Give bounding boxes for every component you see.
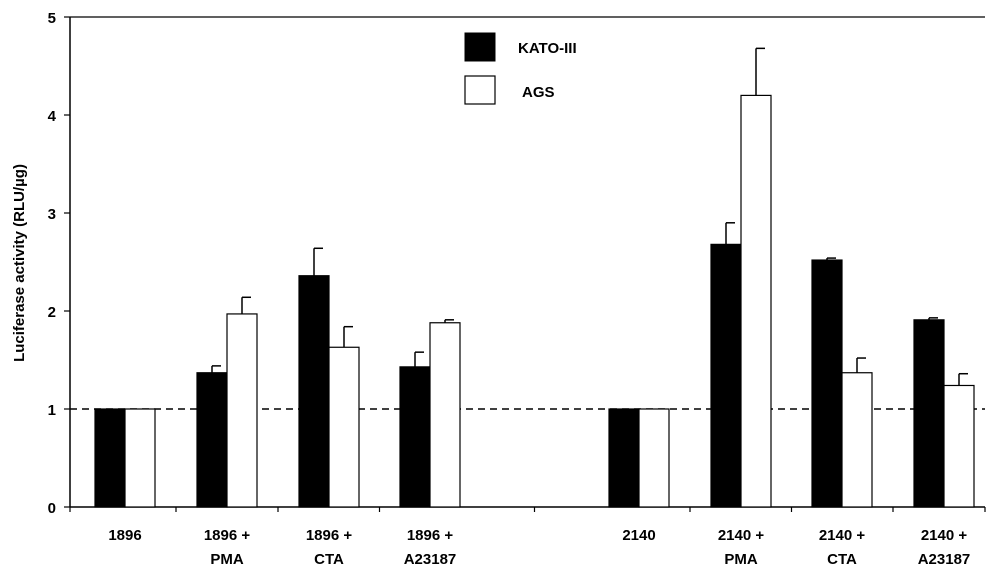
bar-kato-iii xyxy=(298,275,330,508)
y-tick-label: 0 xyxy=(48,500,56,517)
x-category-label: CTA xyxy=(314,551,344,568)
bar-kato-iii xyxy=(608,408,640,508)
bars xyxy=(94,47,975,508)
x-category-label: 2140 + xyxy=(921,527,968,544)
legend-label-kato-iii: KATO-III xyxy=(518,40,577,57)
y-tick-label: 3 xyxy=(48,206,56,223)
bar-ags xyxy=(124,408,156,508)
x-category-label: A23187 xyxy=(404,551,457,568)
x-category-label: 1896 + xyxy=(407,527,454,544)
bar-ags xyxy=(943,384,975,508)
y-tick-label: 2 xyxy=(48,304,56,321)
bar-ags xyxy=(328,346,360,508)
x-category-label: 2140 + xyxy=(718,527,765,544)
x-category-label: 2140 + xyxy=(819,527,866,544)
x-category-label: A23187 xyxy=(918,551,971,568)
legend-swatch-ags xyxy=(464,75,496,105)
bar-ags xyxy=(740,94,772,508)
y-tick-label: 1 xyxy=(48,402,56,419)
bar-ags xyxy=(638,408,670,508)
y-axis-title: Luciferase activity (RLU/µg) xyxy=(11,164,28,362)
legend-label-ags: AGS xyxy=(522,84,555,101)
legend-swatch-kato-iii xyxy=(464,32,496,62)
bar-kato-iii xyxy=(913,319,945,508)
bar-ags xyxy=(429,322,461,508)
y-tick-label: 5 xyxy=(48,10,56,27)
bar-kato-iii xyxy=(196,372,228,508)
axis-labels: 0 1 2 3 4 5 1896 1896 + PMA 1896 + CTA 1896 + A23187… xyxy=(48,10,971,568)
x-category-label: 1896 + xyxy=(306,527,353,544)
bar-kato-iii xyxy=(94,408,126,508)
x-category-label: 1896 + xyxy=(204,527,251,544)
bar-kato-iii xyxy=(710,243,742,508)
bar-ags xyxy=(841,372,873,508)
y-tick-label: 4 xyxy=(48,108,57,125)
bar-kato-iii xyxy=(399,366,431,508)
x-category-label: PMA xyxy=(210,551,244,568)
x-category-label: CTA xyxy=(827,551,857,568)
x-category-label: PMA xyxy=(724,551,758,568)
x-category-label: 1896 xyxy=(108,527,141,544)
legend: KATO-III AGS xyxy=(464,32,577,105)
x-category-label: 2140 xyxy=(622,527,655,544)
bar-ags xyxy=(226,313,258,508)
bar-kato-iii xyxy=(811,259,843,508)
